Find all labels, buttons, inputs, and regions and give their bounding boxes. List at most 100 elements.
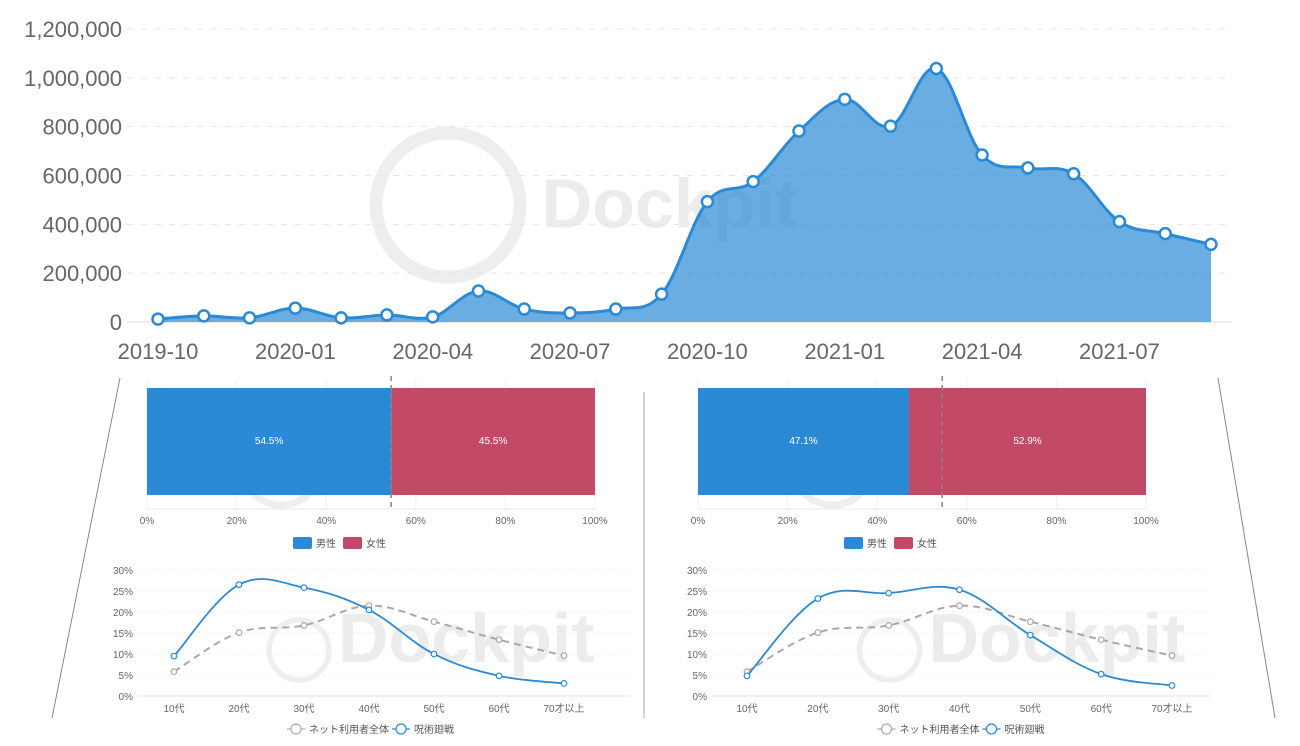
monthly-trend-chart: Dockpit0200,000400,000600,000800,0001,00…	[24, 17, 1232, 364]
gender-bar-chart-left: 0% 20% 40% 60% 80% 100% 54.5% 45.5% 男性 女性	[140, 376, 608, 550]
data-point	[1026, 618, 1034, 626]
x-tick-label: 80%	[495, 516, 515, 527]
legend-swatch-icon	[343, 537, 362, 549]
data-point	[334, 311, 348, 325]
x-tick-label: 50代	[1020, 703, 1041, 715]
y-tick-label: 400,000	[42, 212, 122, 237]
y-tick-label: 20%	[687, 608, 707, 619]
data-point	[563, 306, 577, 320]
x-tick-label: 2021-07	[1079, 339, 1160, 364]
age-line-chart-right: Dockpit 0% 5% 10% 15% 20% 25% 30% 10代 20代 30代 40代 50…	[687, 566, 1210, 736]
legend-label: 男性	[316, 537, 336, 550]
x-tick-label: 2020-04	[392, 339, 473, 364]
watermark-text: Dockpit	[929, 599, 1186, 677]
data-point	[471, 284, 486, 298]
x-tick-label: 30代	[878, 703, 899, 715]
y-tick-label: 800,000	[42, 115, 122, 140]
legend-marker-icon	[880, 723, 893, 735]
data-point	[929, 61, 944, 76]
x-tick-label: 60代	[1091, 703, 1112, 715]
data-point	[975, 148, 989, 162]
data-point	[425, 310, 440, 324]
data-point	[560, 652, 568, 660]
x-tick-label: 80%	[1046, 516, 1066, 527]
legend-marker-icon	[395, 723, 407, 735]
data-point	[700, 194, 715, 209]
data-point	[814, 595, 822, 602]
x-tick-label: 10代	[736, 703, 757, 715]
legend-label: 呪術廻戦	[1005, 723, 1045, 736]
y-tick-label: 0%	[693, 692, 708, 703]
data-point	[885, 622, 893, 629]
legend-label: 呪術廻戦	[414, 723, 454, 736]
data-point	[300, 622, 308, 629]
data-point	[956, 586, 963, 594]
data-point	[1158, 226, 1172, 241]
data-point	[430, 618, 438, 626]
data-point	[1066, 167, 1081, 181]
data-point	[151, 312, 165, 326]
data-point	[235, 581, 243, 589]
data-point	[170, 652, 178, 660]
x-tick-label: 20代	[228, 703, 249, 715]
frame-lines	[51, 377, 1276, 719]
x-tick-label: 2020-10	[667, 339, 748, 364]
data-point	[300, 584, 308, 592]
y-tick-label: 30%	[113, 566, 133, 577]
age-line-chart-left: Dockpit 0% 5% 10% 15% 20% 25% 30% 10代 20代 30代 40代 50…	[113, 566, 630, 736]
legend-label: 女性	[917, 537, 937, 550]
y-tick-label: 15%	[113, 629, 133, 640]
y-tick-label: 25%	[687, 587, 707, 598]
data-point	[654, 287, 669, 301]
legend-label: 男性	[867, 537, 887, 550]
data-point	[380, 308, 394, 322]
x-tick-label: 100%	[1133, 516, 1159, 527]
x-tick-label: 70才以上	[543, 702, 584, 715]
data-point	[1168, 682, 1176, 689]
data-point	[1168, 652, 1176, 660]
left-slant-divider	[51, 377, 121, 719]
dockpit-watermark: Dockpit	[266, 599, 595, 683]
x-tick-label: 20%	[227, 516, 247, 527]
data-point	[430, 650, 438, 658]
y-tick-label: 5%	[119, 671, 134, 682]
bar-segment-female	[391, 388, 595, 495]
x-tick-label: 40代	[949, 703, 970, 715]
data-point	[517, 302, 532, 316]
x-tick-label: 40%	[867, 516, 887, 527]
x-tick-label: 30代	[293, 703, 314, 715]
right-slant-divider	[1217, 377, 1276, 719]
y-tick-label: 5%	[693, 671, 708, 682]
watermark-logo-icon	[369, 126, 527, 284]
x-tick-label: 20代	[807, 703, 828, 715]
legend-label: ネット利用者全体	[900, 723, 980, 736]
data-point	[170, 668, 178, 676]
x-tick-label: 60%	[406, 516, 426, 527]
y-tick-label: 600,000	[42, 164, 122, 189]
y-tick-label: 25%	[113, 587, 133, 598]
y-tick-label: 200,000	[42, 261, 122, 286]
bar-value-label: 47.1%	[789, 436, 817, 447]
x-tick-label: 0%	[140, 516, 155, 527]
x-tick-label: 2020-01	[255, 339, 336, 364]
data-point	[288, 301, 303, 315]
data-point	[1204, 237, 1218, 252]
legend-marker-icon	[290, 723, 302, 735]
y-tick-label: 10%	[113, 650, 133, 661]
data-point	[792, 124, 806, 138]
data-point	[1097, 636, 1105, 644]
watermark-logo-icon	[856, 617, 923, 683]
y-tick-label: 0	[110, 310, 122, 335]
data-point	[197, 309, 211, 323]
y-tick-label: 1,200,000	[24, 17, 122, 42]
legend-marker-icon	[985, 723, 998, 735]
data-point	[560, 680, 568, 687]
x-tick-label: 50代	[423, 703, 444, 715]
data-point	[495, 636, 503, 644]
x-tick-label: 100%	[582, 516, 608, 527]
x-tick-label: 2020-07	[530, 339, 611, 364]
data-point	[242, 311, 257, 325]
data-point	[235, 629, 243, 636]
data-point	[746, 174, 760, 189]
